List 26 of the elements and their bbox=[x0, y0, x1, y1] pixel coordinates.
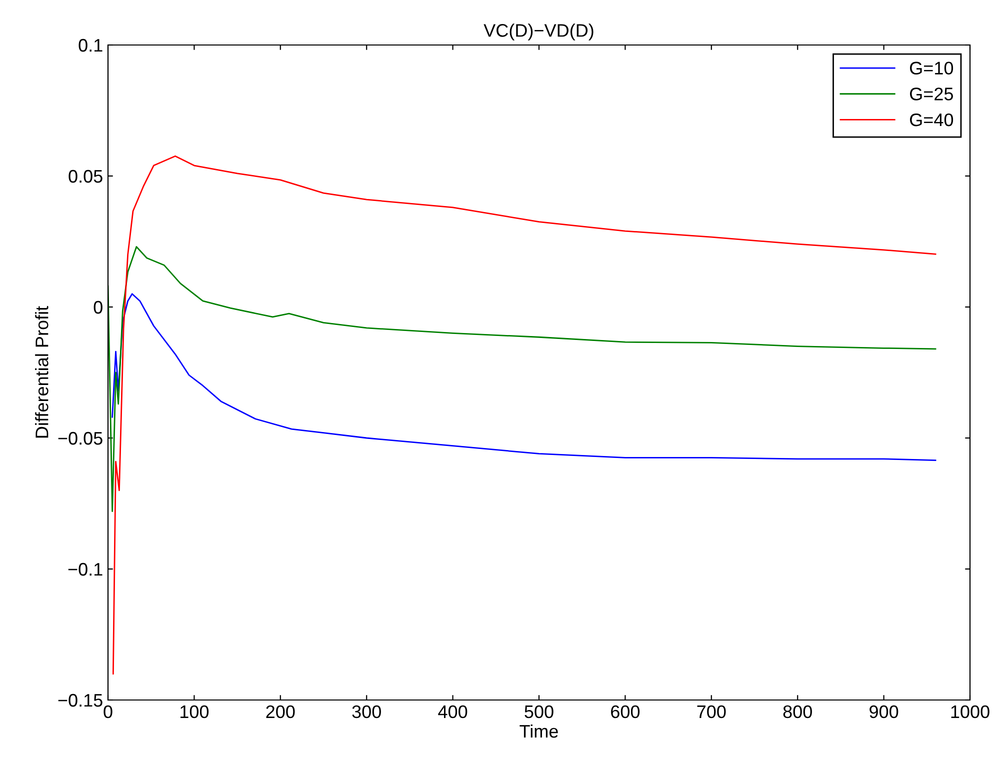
x-tick-label: 300 bbox=[352, 705, 381, 718]
x-tick-label: 800 bbox=[783, 705, 812, 718]
legend-label: G=10 bbox=[910, 62, 954, 75]
y-tick-label: −0.05 bbox=[58, 432, 102, 445]
y-tick-label: −0.1 bbox=[68, 562, 102, 576]
x-tick-label: 200 bbox=[266, 705, 295, 718]
y-tick-label: 0.05 bbox=[68, 170, 102, 183]
x-tick-label: 900 bbox=[870, 705, 898, 718]
y-tick-label: 0 bbox=[94, 300, 102, 314]
x-axis-title: Time bbox=[520, 724, 558, 738]
chart-title: VC(D)−VD(D) bbox=[484, 24, 594, 40]
x-tick-label: 1000 bbox=[951, 705, 990, 718]
y-axis-title: Differential Profit bbox=[35, 306, 48, 438]
line-series bbox=[108, 246, 936, 512]
x-tick-label: 400 bbox=[438, 705, 468, 718]
x-tick-label: 500 bbox=[524, 705, 554, 718]
x-tick-label: 600 bbox=[611, 705, 640, 718]
y-tick-label: −0.15 bbox=[58, 694, 102, 707]
x-tick-label: 100 bbox=[180, 705, 209, 718]
legend-label: G=40 bbox=[910, 113, 954, 126]
line-series bbox=[112, 155, 936, 674]
y-tick-label: 0.1 bbox=[78, 38, 102, 52]
x-tick-label: 700 bbox=[697, 705, 726, 718]
line-series bbox=[112, 293, 936, 461]
legend-label: G=25 bbox=[910, 88, 953, 100]
x-tick-label: 0 bbox=[104, 705, 112, 718]
